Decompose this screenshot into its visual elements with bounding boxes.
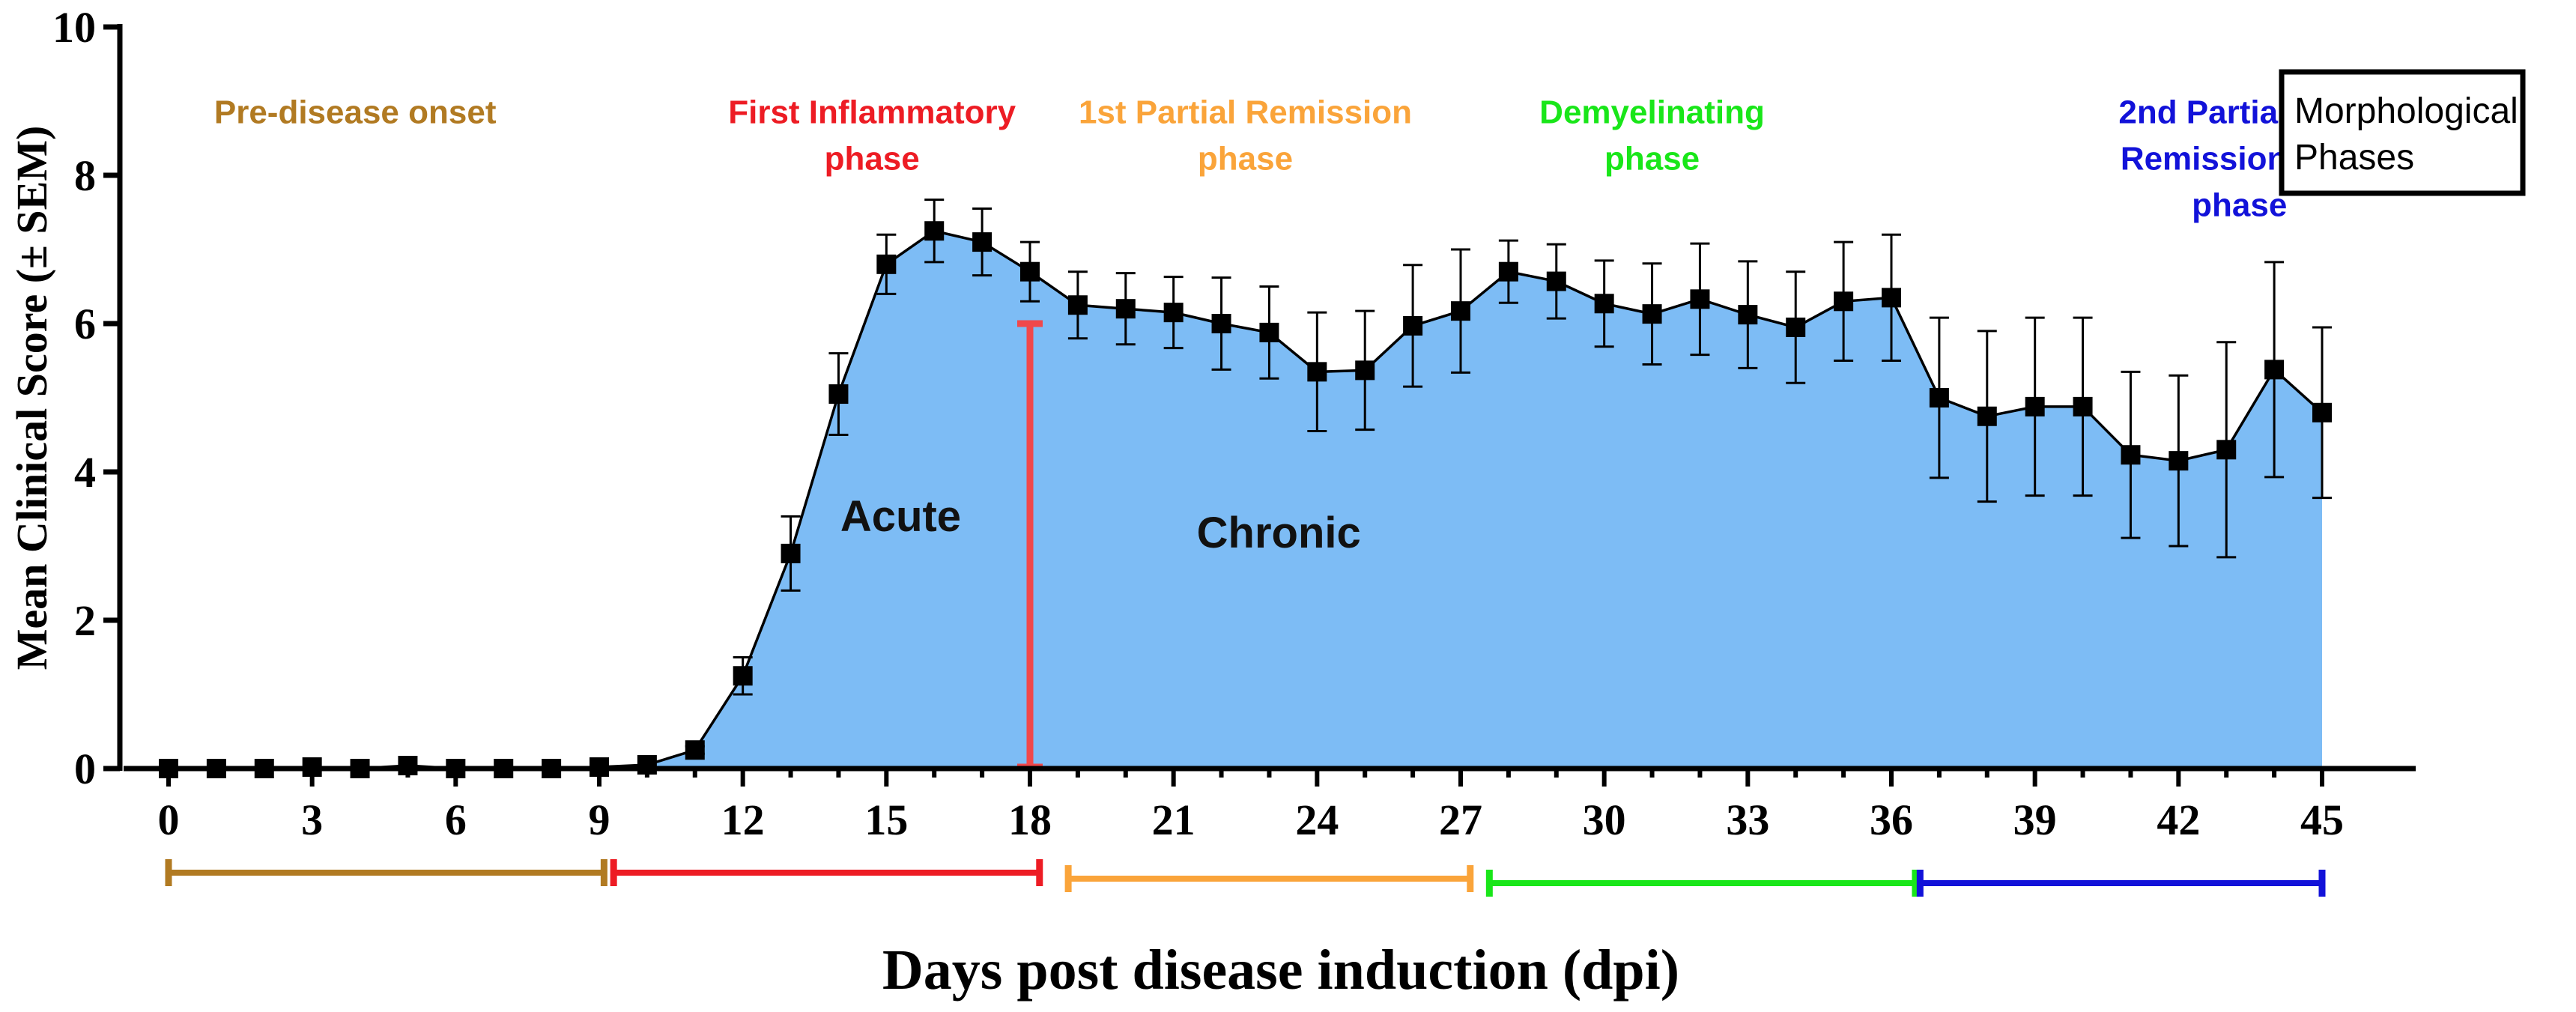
data-point <box>1977 406 1997 426</box>
data-point <box>2312 402 2332 422</box>
data-point <box>924 221 945 241</box>
x-axis-title: Days post disease induction (dpi) <box>882 939 1679 1002</box>
phase-label: First Inflammatory <box>728 94 1016 131</box>
phase-label: phase <box>2192 187 2287 224</box>
legend-text: Phases <box>2294 138 2414 178</box>
phase-label: 1st Partial Remission <box>1079 94 1412 131</box>
x-tick-label: 33 <box>1726 796 1769 844</box>
data-point <box>1307 362 1327 382</box>
x-tick-label: 24 <box>1295 796 1339 844</box>
data-point <box>1451 301 1470 321</box>
data-point <box>1834 291 1854 312</box>
data-point <box>2216 440 2237 460</box>
legend-text: Morphological <box>2294 91 2518 131</box>
data-point <box>1020 261 1040 282</box>
y-tick-label: 4 <box>74 448 96 497</box>
phase-label: phase <box>1198 141 1293 178</box>
data-point <box>1642 304 1662 324</box>
y-tick-label: 8 <box>74 151 96 200</box>
x-tick-label: 27 <box>1439 796 1482 844</box>
text-layer: Days post disease induction (dpi) Mean Cl… <box>7 94 2287 1002</box>
data-point <box>1546 271 1566 291</box>
data-point <box>1355 360 1375 381</box>
data-point <box>1067 295 1088 315</box>
data-point <box>733 666 753 686</box>
data-point <box>781 543 801 563</box>
x-tick-label: 9 <box>589 796 610 844</box>
y-tick-label: 10 <box>52 3 96 52</box>
x-tick-label: 45 <box>2300 796 2344 844</box>
x-tick-label: 39 <box>2013 796 2057 844</box>
data-point <box>2264 360 2285 380</box>
data-point <box>1403 315 1423 336</box>
data-point <box>1594 294 1614 314</box>
phase-label: Remission <box>2121 141 2288 178</box>
data-point <box>2121 445 2141 465</box>
phase-label: 2nd Partial <box>2118 94 2287 131</box>
area-fill <box>169 231 2322 769</box>
region-label: Chronic <box>1197 509 1361 557</box>
x-tick-label: 0 <box>158 796 180 844</box>
x-tick-label: 6 <box>445 796 467 844</box>
data-point <box>2073 396 2093 416</box>
data-point <box>828 384 849 405</box>
data-point <box>1738 305 1758 325</box>
y-tick-label: 2 <box>74 596 96 645</box>
data-point <box>1882 288 1901 308</box>
region-label: Acute <box>840 492 961 541</box>
phase-label: Demyelinating <box>1539 94 1765 131</box>
data-point <box>1929 388 1949 407</box>
y-tick-label: 6 <box>74 300 96 348</box>
x-tick-label: 18 <box>1008 796 1052 844</box>
legend-layer: Morphological Phases <box>2279 69 2526 196</box>
data-point <box>876 254 897 274</box>
x-tick-label: 3 <box>301 796 323 844</box>
x-tick-label: 42 <box>2157 796 2200 844</box>
data-point <box>1786 317 1806 337</box>
phase-label: phase <box>825 141 920 178</box>
phase-bars-layer <box>165 859 2326 897</box>
data-point <box>1259 322 1279 342</box>
data-point <box>972 232 992 252</box>
data-point <box>1498 261 1518 282</box>
x-tick-label: 12 <box>721 796 765 844</box>
data-point <box>1690 289 1710 309</box>
y-axis-title: Mean Clinical Score (± SEM) <box>7 126 56 670</box>
legend-box <box>2279 69 2526 196</box>
data-point <box>1163 303 1184 323</box>
data-point <box>685 740 705 760</box>
data-point <box>1115 299 1136 319</box>
x-tick-label: 30 <box>1583 796 1626 844</box>
area-fill-layer <box>169 231 2322 769</box>
data-point <box>1211 314 1231 333</box>
phase-label: Pre-disease onset <box>214 94 497 131</box>
data-point <box>2025 396 2045 416</box>
data-point <box>2169 451 2189 471</box>
x-tick-label: 15 <box>864 796 908 844</box>
y-tick-label: 0 <box>74 745 96 793</box>
x-tick-label: 36 <box>1870 796 1913 844</box>
phase-label: phase <box>1604 141 1700 178</box>
x-tick-label: 21 <box>1152 796 1195 844</box>
